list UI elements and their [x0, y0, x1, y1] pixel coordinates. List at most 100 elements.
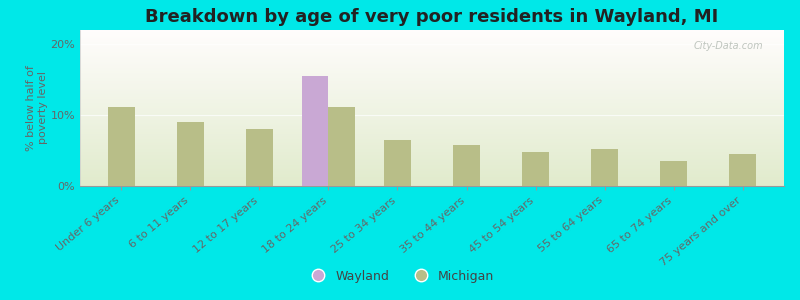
Bar: [80, 129, 784, 130]
Bar: [661, 161, 686, 186]
Bar: [80, 106, 784, 107]
Bar: [80, 120, 784, 121]
Bar: [80, 103, 784, 104]
Bar: [80, 185, 784, 186]
Bar: [80, 146, 784, 147]
Bar: [80, 107, 784, 108]
Bar: [80, 122, 784, 123]
Bar: [80, 31, 784, 32]
Bar: [80, 142, 784, 143]
Bar: [80, 90, 784, 91]
Bar: [80, 63, 784, 64]
Bar: [80, 144, 784, 145]
Title: Breakdown by age of very poor residents in Wayland, MI: Breakdown by age of very poor residents …: [146, 8, 718, 26]
Bar: [80, 56, 784, 57]
Bar: [80, 136, 784, 137]
Bar: [80, 174, 784, 175]
Bar: [80, 59, 784, 60]
Bar: [80, 44, 784, 45]
Bar: [80, 84, 784, 85]
Bar: [80, 125, 784, 126]
Bar: [80, 137, 784, 138]
Bar: [80, 171, 784, 172]
Bar: [246, 129, 273, 186]
Bar: [80, 139, 784, 140]
Bar: [80, 149, 784, 150]
Bar: [80, 41, 784, 42]
Bar: [80, 69, 784, 70]
Bar: [80, 184, 784, 185]
Bar: [80, 141, 784, 142]
Bar: [80, 47, 784, 48]
Bar: [178, 122, 203, 186]
Text: City-Data.com: City-Data.com: [694, 41, 763, 51]
Bar: [80, 117, 784, 118]
Bar: [80, 77, 784, 78]
Bar: [80, 83, 784, 84]
Bar: [80, 169, 784, 170]
Bar: [80, 158, 784, 159]
Bar: [80, 135, 784, 136]
Bar: [80, 43, 784, 44]
Bar: [80, 131, 784, 132]
Bar: [80, 30, 784, 31]
Bar: [80, 42, 784, 43]
Bar: [80, 138, 784, 139]
Bar: [80, 82, 784, 83]
Bar: [80, 168, 784, 169]
Bar: [80, 51, 784, 52]
Bar: [80, 155, 784, 156]
Bar: [80, 110, 784, 111]
Bar: [80, 39, 784, 40]
Bar: [80, 62, 784, 63]
Bar: [80, 183, 784, 184]
Bar: [80, 124, 784, 125]
Bar: [80, 72, 784, 73]
Bar: [80, 104, 784, 105]
Bar: [80, 130, 784, 131]
Bar: [80, 126, 784, 127]
Bar: [302, 76, 329, 186]
Bar: [591, 149, 618, 186]
Bar: [80, 38, 784, 39]
Bar: [80, 151, 784, 152]
Bar: [80, 176, 784, 177]
Bar: [80, 132, 784, 133]
Bar: [80, 68, 784, 69]
Bar: [80, 80, 784, 81]
Bar: [80, 64, 784, 65]
Bar: [80, 180, 784, 181]
Bar: [80, 95, 784, 96]
Bar: [80, 79, 784, 80]
Bar: [80, 94, 784, 95]
Bar: [80, 133, 784, 134]
Bar: [80, 92, 784, 93]
Bar: [80, 97, 784, 98]
Bar: [80, 114, 784, 115]
Bar: [80, 35, 784, 36]
Bar: [80, 148, 784, 149]
Bar: [80, 87, 784, 88]
Bar: [80, 85, 784, 86]
Bar: [80, 177, 784, 178]
Bar: [80, 86, 784, 87]
Bar: [80, 145, 784, 146]
Bar: [80, 78, 784, 79]
Bar: [80, 60, 784, 61]
Bar: [80, 66, 784, 67]
Bar: [80, 33, 784, 34]
Bar: [80, 178, 784, 179]
Bar: [80, 134, 784, 135]
Bar: [80, 161, 784, 162]
Bar: [80, 36, 784, 37]
Bar: [80, 37, 784, 38]
Bar: [80, 175, 784, 176]
Bar: [80, 105, 784, 106]
Bar: [80, 118, 784, 119]
Bar: [80, 85, 784, 86]
Bar: [80, 52, 784, 53]
Bar: [80, 32, 784, 33]
Bar: [80, 73, 784, 74]
Bar: [80, 65, 784, 66]
Bar: [80, 67, 784, 68]
